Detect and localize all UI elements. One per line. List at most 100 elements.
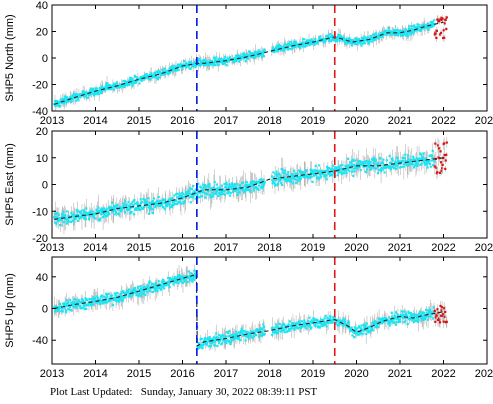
data-point bbox=[184, 193, 187, 196]
data-point bbox=[213, 344, 217, 347]
data-point bbox=[175, 66, 178, 69]
data-point bbox=[415, 27, 418, 30]
data-point bbox=[131, 201, 134, 204]
data-point bbox=[308, 316, 311, 319]
data-point bbox=[253, 54, 256, 57]
data-point bbox=[188, 192, 191, 195]
panel-3: 2013 2014 2015 2016 2017 2018 2019 2020 2021 2022… bbox=[4, 256, 493, 380]
data-point bbox=[206, 184, 209, 187]
data-point bbox=[361, 163, 364, 167]
data-point bbox=[333, 316, 336, 319]
data-point bbox=[361, 37, 365, 40]
data-point bbox=[314, 325, 317, 328]
data-point bbox=[114, 84, 117, 87]
data-point bbox=[215, 338, 219, 341]
data-point bbox=[74, 304, 78, 308]
data-point bbox=[71, 302, 74, 305]
data-point bbox=[114, 293, 117, 297]
data-point bbox=[372, 329, 375, 332]
data-point bbox=[239, 185, 242, 188]
data-point bbox=[317, 321, 320, 325]
data-point bbox=[367, 36, 370, 39]
data-point bbox=[109, 84, 112, 87]
data-point bbox=[230, 340, 233, 344]
data-point bbox=[371, 36, 374, 39]
data-point bbox=[115, 205, 118, 208]
data-point bbox=[170, 204, 174, 207]
data-point bbox=[337, 36, 340, 39]
data-point bbox=[362, 329, 365, 332]
data-point bbox=[95, 211, 98, 214]
data-point bbox=[341, 324, 344, 327]
x-tick-label: 2019 bbox=[301, 368, 325, 380]
data-point bbox=[370, 327, 374, 330]
data-point bbox=[307, 320, 310, 323]
data-point bbox=[194, 197, 197, 200]
data-point bbox=[291, 47, 294, 50]
data-point bbox=[168, 71, 172, 74]
data-point bbox=[121, 85, 124, 88]
data-point bbox=[109, 296, 112, 299]
data-point bbox=[201, 195, 204, 198]
data-point bbox=[405, 29, 408, 32]
data-point bbox=[365, 159, 368, 163]
data-point bbox=[316, 176, 320, 179]
data-point bbox=[162, 70, 165, 73]
data-point bbox=[261, 331, 264, 334]
plot-frame bbox=[51, 130, 488, 239]
data-point bbox=[336, 38, 339, 41]
data-point bbox=[359, 168, 362, 172]
data-point bbox=[278, 45, 281, 48]
data-point bbox=[78, 299, 81, 302]
data-point bbox=[298, 320, 301, 323]
data-point bbox=[138, 293, 141, 296]
data-point bbox=[275, 170, 278, 173]
data-point bbox=[309, 171, 313, 174]
data-point bbox=[397, 160, 401, 163]
data-point bbox=[124, 296, 127, 299]
data-point bbox=[115, 300, 118, 303]
data-point bbox=[175, 281, 178, 284]
data-point bbox=[432, 164, 435, 167]
data-point bbox=[366, 39, 369, 43]
data-point bbox=[91, 87, 95, 90]
data-point bbox=[393, 318, 396, 321]
data-point bbox=[54, 101, 57, 104]
data-point bbox=[421, 311, 424, 315]
data-point bbox=[84, 297, 87, 300]
data-point bbox=[193, 269, 196, 272]
data-point bbox=[228, 194, 232, 197]
data-point bbox=[58, 219, 61, 222]
data-point bbox=[212, 62, 215, 65]
data-point bbox=[338, 171, 341, 174]
data-point bbox=[304, 173, 307, 176]
data-point bbox=[154, 71, 157, 74]
data-point bbox=[125, 82, 128, 85]
data-point bbox=[199, 58, 202, 62]
data-point bbox=[108, 213, 111, 216]
data-point bbox=[351, 334, 354, 337]
data-point bbox=[372, 34, 376, 37]
data-point bbox=[406, 34, 410, 37]
data-point bbox=[196, 193, 199, 197]
data-point bbox=[382, 321, 385, 324]
data-point bbox=[282, 49, 286, 52]
data-point bbox=[197, 341, 200, 345]
data-point bbox=[212, 195, 215, 198]
data-point bbox=[349, 327, 352, 330]
data-point bbox=[176, 196, 179, 199]
data-point bbox=[253, 56, 256, 60]
data-point bbox=[177, 195, 181, 198]
plot-area bbox=[53, 257, 448, 364]
data-point bbox=[281, 327, 284, 330]
data-point bbox=[412, 157, 415, 160]
data-point bbox=[237, 54, 240, 58]
data-point bbox=[212, 63, 215, 66]
x-tick-label: 2017 bbox=[214, 368, 238, 380]
data-point bbox=[293, 328, 296, 331]
data-point bbox=[238, 337, 241, 340]
data-point bbox=[116, 291, 119, 295]
data-point bbox=[130, 82, 133, 85]
data-point bbox=[313, 323, 317, 326]
data-point bbox=[127, 295, 130, 298]
